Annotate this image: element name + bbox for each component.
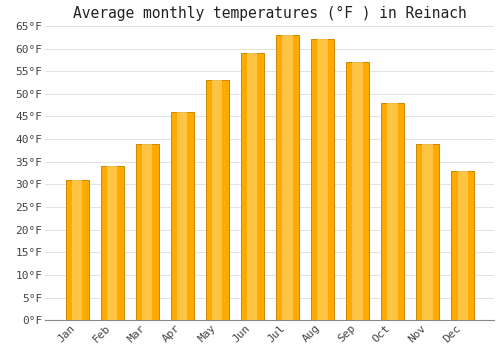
Bar [452,171,474,320]
Title: Average monthly temperatures (°F ) in Reinach: Average monthly temperatures (°F ) in Re… [73,6,467,21]
Bar [107,166,118,320]
Bar [381,103,404,320]
Bar [422,144,432,320]
Bar [177,112,188,320]
Bar [416,144,439,320]
Bar [66,180,88,320]
Bar [282,35,292,320]
Bar [458,171,468,320]
Bar [318,40,328,320]
Bar [171,112,194,320]
Bar [388,103,398,320]
Bar [136,144,158,320]
Bar [352,62,362,320]
Bar [206,80,229,320]
Bar [247,53,258,320]
Bar [72,180,83,320]
Bar [212,80,222,320]
Bar [101,166,124,320]
Bar [276,35,299,320]
Bar [142,144,152,320]
Bar [311,40,334,320]
Bar [346,62,369,320]
Bar [241,53,264,320]
